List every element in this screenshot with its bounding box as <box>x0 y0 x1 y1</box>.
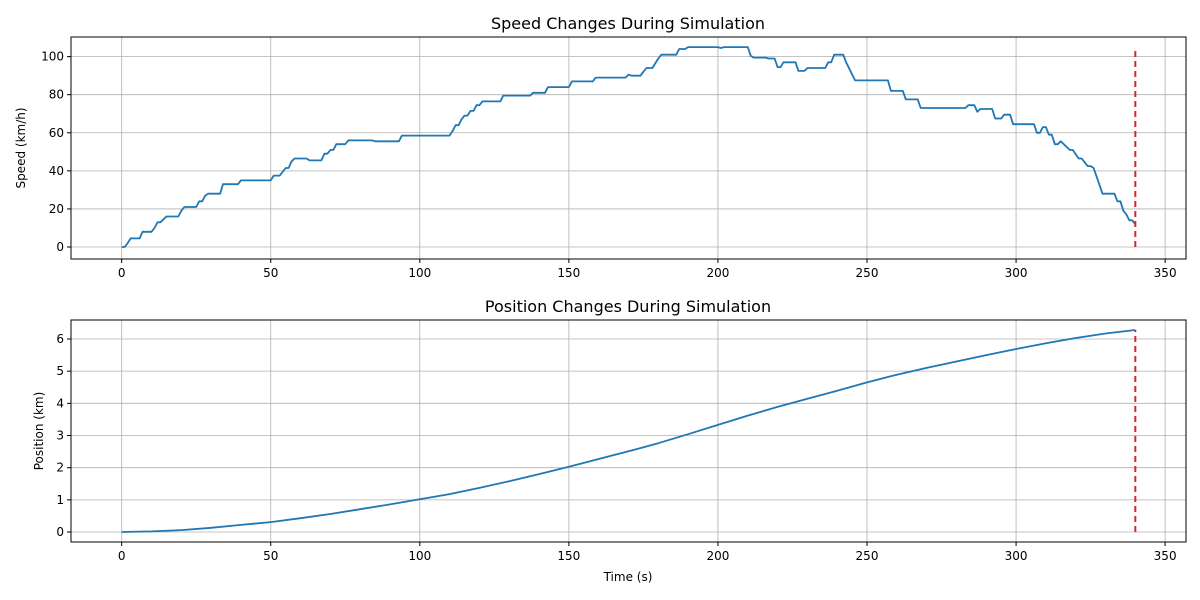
position-x-tick-label: 0 <box>118 549 126 563</box>
speed-y-tick-label: 0 <box>56 240 64 254</box>
position-x-axis-label: Time (s) <box>603 570 653 584</box>
position-chart: Position Changes During Simulation 0 50 10… <box>32 297 1187 584</box>
speed-x-tick-label: 350 <box>1154 266 1177 280</box>
speed-y-tick-label: 60 <box>49 126 64 140</box>
speed-x-tick-label: 250 <box>856 266 879 280</box>
position-x-tick-label: 150 <box>557 549 580 563</box>
speed-y-tick-label: 100 <box>41 50 64 64</box>
position-ticks: 0 50 100 150 200 250 300 350 0 1 2 3 4 5 6 <box>56 332 1176 563</box>
position-x-tick-label: 250 <box>856 549 879 563</box>
position-y-tick-label: 5 <box>56 364 64 378</box>
position-axes-frame <box>70 319 1187 543</box>
speed-axes-frame <box>70 36 1187 260</box>
speed-plot-area <box>121 46 1137 248</box>
position-x-tick-label: 50 <box>263 549 278 563</box>
speed-chart: Speed Changes During Simulation 0 50 100 15… <box>14 14 1187 280</box>
position-y-tick-label: 0 <box>56 525 64 539</box>
position-x-tick-label: 300 <box>1005 549 1028 563</box>
position-grid <box>71 320 1186 542</box>
position-series-line <box>121 329 1136 533</box>
speed-y-tick-label: 40 <box>49 164 64 178</box>
position-y-tick-label: 3 <box>56 429 64 443</box>
speed-x-tick-label: 150 <box>557 266 580 280</box>
speed-grid <box>71 37 1186 259</box>
position-plot-area <box>121 329 1137 533</box>
speed-x-tick-label: 0 <box>118 266 126 280</box>
position-y-tick-label: 6 <box>56 332 64 346</box>
speed-series-line <box>121 46 1137 248</box>
position-y-tick-label: 4 <box>56 396 64 410</box>
speed-x-tick-label: 100 <box>408 266 431 280</box>
position-x-tick-label: 200 <box>706 549 729 563</box>
speed-ticks: 0 50 100 150 200 250 300 350 0 20 40 60 80 100 <box>41 50 1176 280</box>
speed-y-tick-label: 80 <box>49 88 64 102</box>
position-x-tick-label: 100 <box>408 549 431 563</box>
position-x-tick-label: 350 <box>1154 549 1177 563</box>
position-y-tick-label: 1 <box>56 493 64 507</box>
speed-y-tick-label: 20 <box>49 202 64 216</box>
speed-x-tick-label: 300 <box>1005 266 1028 280</box>
speed-y-axis-label: Speed (km/h) <box>14 107 28 188</box>
speed-chart-title: Speed Changes During Simulation <box>491 14 765 33</box>
speed-x-tick-label: 50 <box>263 266 278 280</box>
position-chart-title: Position Changes During Simulation <box>485 297 771 316</box>
speed-x-tick-label: 200 <box>706 266 729 280</box>
position-y-axis-label: Position (km) <box>32 392 46 471</box>
position-y-tick-label: 2 <box>56 461 64 475</box>
